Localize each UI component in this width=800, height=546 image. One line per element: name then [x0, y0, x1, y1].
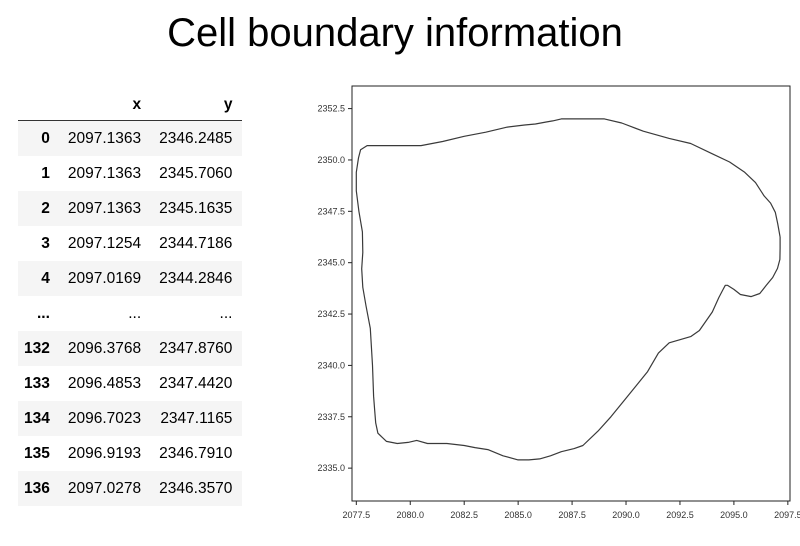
cell-x: 2097.0169 — [67, 269, 142, 287]
y-tick-label: 2335.0 — [317, 463, 345, 473]
table-row: 132 2096.3768 2347.8760 — [18, 331, 243, 366]
y-tick-label: 2342.5 — [317, 309, 345, 319]
table-row: ......... — [18, 296, 242, 331]
y-tick-label: 2337.5 — [317, 412, 345, 422]
cell-x: 2097.0278 — [67, 479, 142, 497]
boundary-chart: 2077.5 2080.0 2082.5 2085.0 2087.5 2090.0 2092… — [317, 85, 800, 520]
y-tick-label: 2345.0 — [317, 258, 345, 268]
x-tick-label: 2085.0 — [504, 510, 532, 520]
cell-x: 2097.1363 — [67, 199, 142, 217]
x-tick-label: 2092.5 — [666, 510, 694, 520]
table-row: 0 2097.1363 2346.2485 — [18, 120, 243, 156]
boundary-table: x y 0 2097.1363 2346.2485 1 2097.1363 2345.7… — [18, 80, 243, 506]
cell-x: ... — [128, 304, 142, 322]
cell-y: 2344.7186 — [159, 234, 233, 252]
row-index: 3 — [41, 234, 50, 252]
cell-y: ... — [219, 304, 233, 322]
row-index: 136 — [24, 479, 50, 497]
cell-boundary-line — [355, 118, 781, 461]
x-tick-label: 2080.0 — [396, 510, 424, 520]
table-row: 133 2096.4853 2347.4420 — [18, 366, 242, 401]
table-row: 3 2097.1254 2344.7186 — [18, 226, 242, 261]
cell-y: 2346.2485 — [159, 129, 233, 147]
row-index: 133 — [24, 374, 50, 392]
cell-y: 2347.4420 — [159, 374, 233, 392]
plot-frame — [351, 85, 791, 502]
table-row: 2 2097.1363 2345.1635 — [18, 191, 243, 226]
row-index: 135 — [24, 444, 50, 462]
index-header — [18, 80, 60, 121]
cell-x: 2097.1254 — [67, 234, 142, 252]
cell-x: 2097.1363 — [67, 129, 142, 147]
table-row: 4 2097.0169 2344.2846 — [18, 261, 243, 296]
row-index: 134 — [24, 409, 50, 427]
cell-x: 2096.7023 — [67, 409, 142, 427]
y-tick-label: 2352.5 — [317, 104, 345, 114]
x-tick-label: 2097.5 — [774, 510, 800, 520]
column-header-x: x — [59, 80, 152, 121]
x-tick-label: 2095.0 — [720, 510, 748, 520]
table-row: 135 2096.9193 2346.7910 — [18, 436, 242, 471]
row-index: 0 — [41, 129, 50, 147]
table-row: 136 2097.0278 2346.3570 — [18, 471, 243, 506]
cell-y: 2347.1165 — [160, 409, 233, 427]
row-index: 2 — [41, 199, 50, 217]
x-tick-label: 2087.5 — [558, 510, 586, 520]
cell-y: 2346.7910 — [159, 444, 233, 462]
y-tick-label: 2347.5 — [317, 206, 345, 216]
table-header-row: x y — [18, 80, 243, 121]
cell-y: 2345.1635 — [159, 199, 233, 217]
cell-y: 2347.8760 — [159, 339, 233, 357]
cell-x: 2096.9193 — [67, 444, 142, 462]
cell-x: 2096.3768 — [67, 339, 142, 357]
row-index: 1 — [41, 164, 50, 182]
y-tick-label: 2340.0 — [317, 360, 345, 370]
cell-x: 2097.1363 — [67, 164, 142, 182]
column-header-y: y — [151, 80, 243, 121]
row-index: 4 — [41, 269, 50, 287]
y-tick-label: 2350.0 — [317, 155, 345, 165]
x-tick-label: 2077.5 — [343, 510, 371, 520]
row-index: ... — [36, 304, 50, 322]
table-row: 1 2097.1363 2345.7060 — [18, 156, 242, 191]
page-title: Cell boundary information — [167, 11, 623, 55]
x-tick-label: 2090.0 — [612, 510, 640, 520]
cell-y: 2344.2846 — [159, 269, 233, 287]
row-index: 132 — [24, 339, 50, 357]
cell-x: 2096.4853 — [67, 374, 142, 392]
x-tick-label: 2082.5 — [450, 510, 478, 520]
cell-y: 2345.7060 — [159, 164, 233, 182]
cell-y: 2346.3570 — [159, 479, 233, 497]
boundary-plot: 2077.5 2080.0 2082.5 2085.0 2087.5 2090.0 2092… — [300, 80, 800, 541]
table-row: 134 2096.7023 2347.1165 — [18, 401, 243, 436]
